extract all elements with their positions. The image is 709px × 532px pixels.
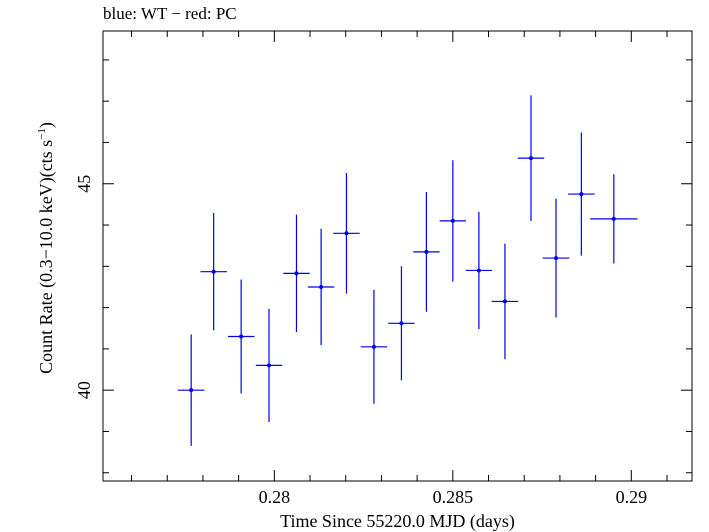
- chart-title: blue: WT − red: PC: [103, 4, 237, 23]
- point-marker: [211, 269, 216, 274]
- data-point: [590, 174, 638, 264]
- y-axis-label-main: Count Rate (0.3−10.0 keV)(cts s: [36, 140, 57, 374]
- data-point: [465, 211, 493, 330]
- point-marker: [611, 216, 616, 221]
- data-point: [283, 214, 310, 332]
- x-tick-label: 0.29: [616, 487, 648, 507]
- y-tick-label: 45: [74, 175, 94, 193]
- point-marker: [239, 334, 244, 339]
- data-point: [255, 308, 283, 422]
- point-marker: [371, 344, 376, 349]
- point-marker: [450, 218, 455, 223]
- point-marker: [553, 256, 558, 261]
- y-tick-label: 40: [74, 381, 94, 399]
- data-point: [491, 243, 519, 360]
- axis-tick-labels: 0.28 0.285 0.29 40 45: [74, 175, 647, 507]
- point-marker: [424, 249, 429, 254]
- x-tick-label: 0.28: [259, 487, 291, 507]
- data-point: [227, 279, 255, 394]
- data-points: [177, 95, 638, 446]
- point-marker: [319, 284, 324, 289]
- y-axis-label-superscript: −1: [36, 128, 48, 140]
- y-axis-label-close: ): [36, 122, 57, 128]
- data-point: [307, 228, 335, 346]
- point-marker: [189, 388, 194, 393]
- point-marker: [579, 192, 584, 197]
- data-point: [388, 266, 415, 381]
- axis-ticks: [103, 31, 692, 481]
- point-marker: [476, 268, 481, 273]
- x-axis-label: Time Since 55220.0 MJD (days): [280, 511, 515, 532]
- data-point: [542, 198, 570, 318]
- point-marker: [266, 363, 271, 368]
- data-point: [568, 132, 595, 256]
- point-marker: [294, 271, 299, 276]
- data-point: [439, 160, 467, 282]
- data-point: [333, 173, 360, 294]
- data-point: [413, 192, 440, 312]
- data-point: [200, 213, 227, 331]
- data-point: [177, 334, 205, 446]
- point-marker: [502, 299, 507, 304]
- y-axis-label: Count Rate (0.3−10.0 keV)(cts s−1): [36, 122, 57, 374]
- point-marker: [529, 156, 534, 161]
- data-point: [517, 95, 545, 221]
- point-marker: [344, 231, 349, 236]
- x-tick-label: 0.285: [433, 487, 474, 507]
- plot-frame: [102, 30, 693, 482]
- point-marker: [399, 321, 404, 326]
- data-point: [360, 289, 388, 404]
